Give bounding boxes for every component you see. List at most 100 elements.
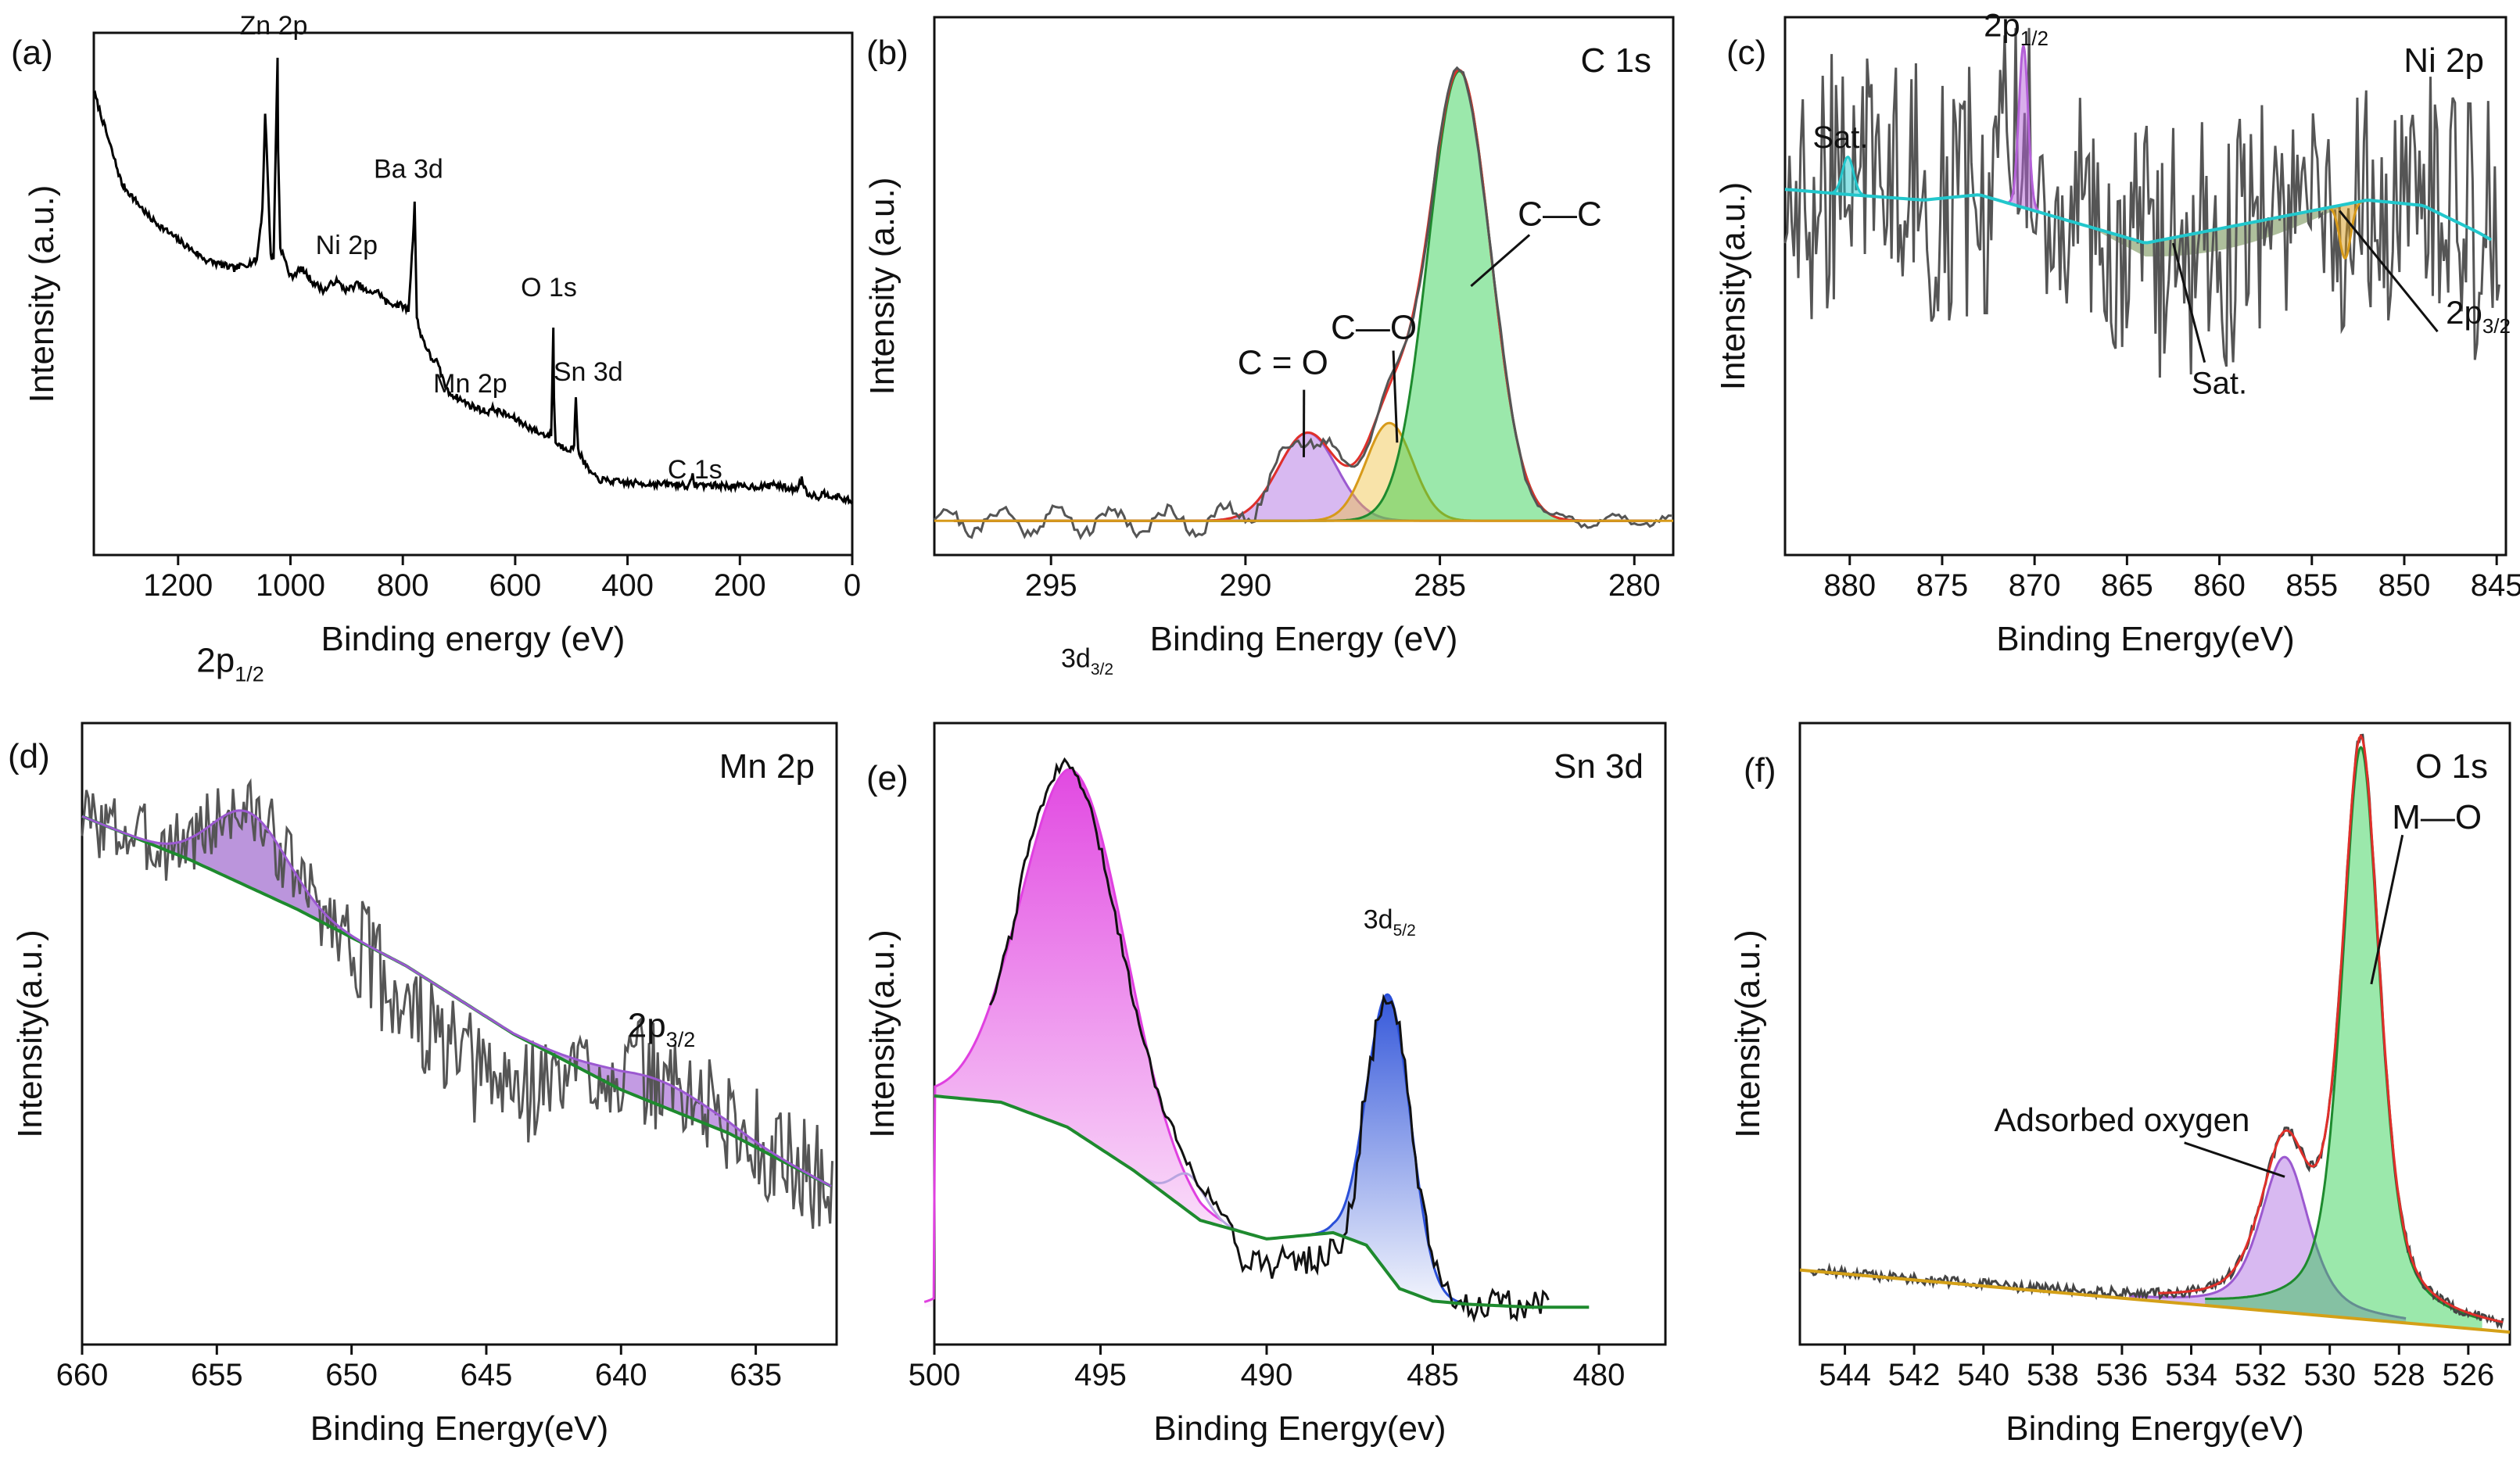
x-axis-label: Binding Energy (eV) — [1150, 620, 1458, 658]
panel-title: O 1s — [2415, 747, 2488, 786]
peak-fill — [953, 70, 1653, 521]
x-axis-label: Binding Energy(eV) — [310, 1409, 609, 1448]
x-tick-label: 295 — [1025, 568, 1077, 603]
panel-title: C 1s — [1581, 41, 1651, 80]
peak-label: Ni 2p — [316, 231, 378, 260]
y-axis-label: Intensity (a.u.) — [863, 177, 902, 396]
y-axis-label: Intensity(a.u.) — [1729, 929, 1767, 1138]
x-tick-label: 280 — [1608, 568, 1661, 603]
peak-label-co: C—O — [1331, 309, 1417, 347]
peak-label-3d52: 3d5/2 — [1364, 904, 1416, 940]
y-axis-label: Intensity(a.u.) — [11, 929, 49, 1138]
x-tick-label: 400 — [601, 568, 654, 603]
x-tick-label: 544 — [1819, 1358, 1871, 1392]
peak-label: Mn 2p — [433, 369, 507, 399]
x-tick-label: 540 — [1957, 1358, 2009, 1392]
panel-6: 544 542 540 538 536 534 532 530 528 526 Binding En… — [1729, 722, 2511, 1448]
baseline — [1799, 1268, 2511, 1334]
x-tick-label: 200 — [714, 568, 766, 603]
peak-label-2p12: 2p1/2 — [196, 641, 264, 686]
leader-line — [2339, 209, 2439, 333]
peak-label-2p32: 2p3/2 — [628, 1007, 696, 1051]
leader-line — [1392, 350, 1399, 443]
x-axis-label: Binding Energy(ev) — [1153, 1409, 1446, 1448]
leader-line — [2172, 242, 2206, 363]
peak-label-2p12: 2p1/2 — [1984, 6, 2049, 50]
peak-label: Sn 3d — [554, 357, 623, 387]
x-tick-label: 875 — [1916, 568, 1969, 603]
x-tick-label: 600 — [489, 568, 542, 603]
x-tick-label: 660 — [56, 1358, 109, 1392]
x-tick-label: 800 — [377, 568, 429, 603]
x-tick-label: 850 — [2378, 568, 2431, 603]
x-tick-label: 865 — [2101, 568, 2153, 603]
x-axis-label: Binding Energy(eV) — [1996, 620, 2295, 658]
x-tick-label: 534 — [2165, 1358, 2217, 1392]
panel-tag: (d) — [8, 737, 50, 775]
fit-envelope — [81, 809, 832, 1187]
x-tick-label: 490 — [1241, 1358, 1293, 1392]
x-tick-label: 536 — [2096, 1358, 2149, 1392]
peak-fill — [2128, 1157, 2407, 1323]
x-tick-label: 0 — [844, 568, 861, 603]
background-line — [934, 1094, 1590, 1309]
plot-frame — [933, 16, 1675, 557]
raw-data — [81, 778, 833, 1229]
x-tick-label: 855 — [2285, 568, 2338, 603]
peak-label-cc: C—C — [1518, 195, 1602, 233]
x-tick-label: 870 — [2009, 568, 2061, 603]
peak-label-adsorbed: Adsorbed oxygen — [1994, 1101, 2249, 1138]
peak-label-sat: Sat. — [1812, 120, 1868, 155]
y-axis-label: Intensity(a.u.) — [863, 929, 902, 1138]
peak-label: Zn 2p — [239, 11, 307, 41]
fit-envelope — [2158, 733, 2504, 1323]
panel-5: 500 495 490 485 480 Binding Energy(ev) Intensi… — [863, 643, 1667, 1448]
panel-tag: (b) — [866, 34, 909, 72]
peak-label-3d32: 3d3/2 — [1061, 643, 1113, 679]
peak-label: C 1s — [668, 455, 722, 485]
x-tick-label: 290 — [1220, 568, 1272, 603]
x-tick-label: 495 — [1074, 1358, 1127, 1392]
y-axis-label: Intensity(a.u.) — [1714, 182, 1752, 391]
peak-fill — [953, 432, 1653, 521]
x-tick-label: 485 — [1407, 1358, 1459, 1392]
panel-3: 880 875 870 865 860 855 850 845 Binding Energy(e… — [1714, 6, 2520, 658]
x-tick-label: 1200 — [143, 568, 213, 603]
panel-tag: (f) — [1744, 751, 1776, 790]
x-tick-label: 880 — [1823, 568, 1876, 603]
x-tick-label: 538 — [2027, 1358, 2079, 1392]
x-tick-label: 526 — [2442, 1358, 2494, 1392]
raw-data — [989, 757, 1550, 1323]
peak-label: O 1s — [521, 273, 577, 303]
panel-title: Ni 2p — [2403, 41, 2484, 80]
peak-label-2p32: 2p3/2 — [2446, 294, 2511, 338]
plot-frame — [81, 722, 838, 1346]
leader-line — [1470, 234, 1531, 288]
x-tick-label: 542 — [1888, 1358, 1941, 1392]
x-tick-label: 860 — [2193, 568, 2246, 603]
x-tick-label: 285 — [1414, 568, 1466, 603]
panel-title: Mn 2p — [719, 747, 815, 786]
panel-tag: (e) — [866, 759, 909, 797]
x-tick-label: 1000 — [256, 568, 325, 603]
peak-label-sat: Sat. — [2192, 367, 2247, 401]
x-axis-label: Binding energy (eV) — [321, 620, 626, 658]
panel-title: Sn 3d — [1554, 747, 1644, 786]
panel-2: 295 290 285 280 Binding Energy (eV) Intensity… — [863, 16, 1675, 658]
x-tick-label: 845 — [2471, 568, 2520, 603]
x-tick-label: 532 — [2235, 1358, 2287, 1392]
leader-line — [2184, 1141, 2285, 1178]
x-tick-label: 640 — [595, 1358, 647, 1392]
panel-tag: (a) — [11, 34, 53, 72]
plot-frame — [1798, 722, 2511, 1346]
peak-label-mo: M—O — [2392, 798, 2482, 836]
raw-data — [1783, 27, 2500, 378]
leader-line — [2370, 834, 2404, 985]
peak-label-c-double-o: C = O — [1238, 344, 1328, 382]
panel-1: 1200 1000 800 600 400 200 0 Binding energy (eV)… — [11, 11, 861, 658]
x-tick-label: 480 — [1573, 1358, 1626, 1392]
x-tick-label: 650 — [325, 1358, 378, 1392]
peak-fill — [141, 810, 357, 940]
x-tick-label: 528 — [2373, 1358, 2425, 1392]
panel-4: 660 655 650 645 640 635 Binding Energy(eV) Inte… — [8, 641, 838, 1448]
